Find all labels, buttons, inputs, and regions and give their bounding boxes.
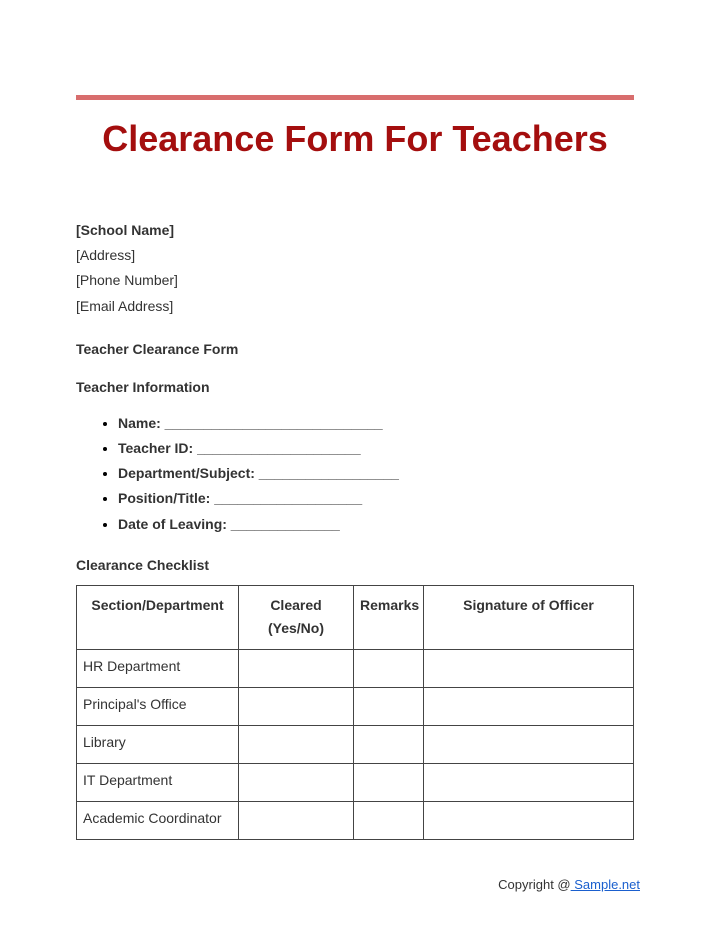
school-phone: [Phone Number]: [76, 268, 634, 293]
list-item: Department/Subject: __________________: [118, 461, 634, 486]
table-header: Signature of Officer: [424, 585, 634, 650]
school-address: [Address]: [76, 243, 634, 268]
school-info-block: [School Name] [Address] [Phone Number] […: [76, 218, 634, 319]
teacher-info-list: Name: ____________________________ Teach…: [76, 411, 634, 537]
table-cell: [239, 688, 354, 726]
table-cell: HR Department: [77, 650, 239, 688]
table-header: Remarks: [354, 585, 424, 650]
table-cell: [354, 726, 424, 764]
table-cell: IT Department: [77, 764, 239, 802]
table-cell: [239, 650, 354, 688]
teacher-info-heading: Teacher Information: [76, 379, 634, 395]
list-item: Date of Leaving: ______________: [118, 512, 634, 537]
footer-prefix: Copyright @: [498, 877, 570, 892]
table-header: Section/Department: [77, 585, 239, 650]
table-cell: [424, 650, 634, 688]
table-row: Library: [77, 726, 634, 764]
table-cell: [354, 764, 424, 802]
table-cell: Principal's Office: [77, 688, 239, 726]
form-subheading: Teacher Clearance Form: [76, 341, 634, 357]
top-rule: [76, 95, 634, 100]
table-cell: [424, 688, 634, 726]
table-header-row: Section/Department Cleared (Yes/No) Rema…: [77, 585, 634, 650]
table-header: Cleared (Yes/No): [239, 585, 354, 650]
list-item: Teacher ID: _____________________: [118, 436, 634, 461]
table-cell: [424, 764, 634, 802]
table-cell: [239, 802, 354, 840]
list-item: Position/Title: ___________________: [118, 486, 634, 511]
table-row: HR Department: [77, 650, 634, 688]
table-cell: [354, 688, 424, 726]
school-email: [Email Address]: [76, 294, 634, 319]
table-cell: Academic Coordinator: [77, 802, 239, 840]
table-cell: Library: [77, 726, 239, 764]
table-cell: [354, 650, 424, 688]
table-cell: [424, 802, 634, 840]
table-row: IT Department: [77, 764, 634, 802]
school-name: [School Name]: [76, 218, 634, 243]
footer-link[interactable]: Sample.net: [571, 877, 640, 892]
page-container: Clearance Form For Teachers [School Name…: [0, 0, 710, 840]
list-item: Name: ____________________________: [118, 411, 634, 436]
table-row: Principal's Office: [77, 688, 634, 726]
checklist-heading: Clearance Checklist: [76, 557, 634, 573]
table-cell: [424, 726, 634, 764]
table-row: Academic Coordinator: [77, 802, 634, 840]
table-cell: [239, 764, 354, 802]
table-cell: [239, 726, 354, 764]
footer: Copyright @ Sample.net: [498, 877, 640, 892]
table-cell: [354, 802, 424, 840]
page-title: Clearance Form For Teachers: [76, 118, 634, 160]
clearance-table: Section/Department Cleared (Yes/No) Rema…: [76, 585, 634, 841]
